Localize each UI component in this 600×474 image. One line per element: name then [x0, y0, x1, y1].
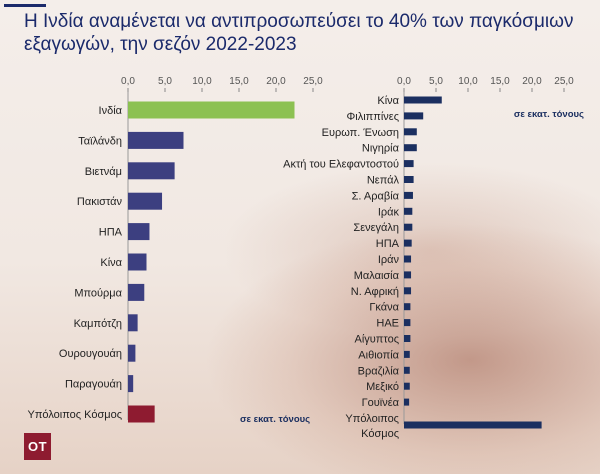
right-bar [404, 160, 414, 168]
right-x-tick-label: 20,0 [522, 76, 542, 87]
right-x-tick-label: 5,0 [429, 76, 443, 87]
right-category-label: Ιράκ [378, 206, 400, 218]
right-bar [404, 144, 417, 152]
left-bar-chart: 0,0 5,0 10,0 15,0 20,0 25,0 Ινδία Ταϊλάνδη Βιετν… [27, 76, 323, 425]
left-category-label: Ταϊλάνδη [78, 135, 122, 147]
right-x-tick-label: 15,0 [490, 76, 510, 87]
left-bar [128, 131, 184, 149]
left-category-label: Ουρουγουάη [59, 348, 122, 360]
right-x-tick-label: 10,0 [458, 76, 478, 87]
right-category-label: Νιγηρία [362, 143, 400, 155]
right-bar [404, 255, 412, 263]
right-x-tick-label: 25,0 [554, 76, 574, 87]
left-x-tick-label: 25,0 [303, 76, 323, 87]
right-x-tick-label: 0,0 [397, 76, 411, 87]
left-category-label: ΗΠΑ [99, 227, 123, 239]
right-category-label: Ευρωπ. Ένωση [322, 127, 399, 139]
right-category-label: Βραζιλία [358, 365, 400, 377]
right-unit-label: σε εκατ. τόνους [514, 109, 584, 120]
right-bar [404, 176, 414, 183]
ot-logo: OT [24, 433, 51, 460]
right-category-label: Ν. Αφρική [351, 286, 399, 298]
left-bar [128, 101, 295, 119]
left-category-label: Καμπότζη [74, 318, 122, 330]
right-category-label: Μαλαισία [354, 270, 400, 282]
right-bar [404, 287, 412, 295]
left-category-label: Πακιστάν [77, 196, 123, 208]
left-bar [128, 405, 155, 423]
left-category-label: Βιετνάμ [85, 166, 122, 178]
right-bar [404, 96, 442, 104]
right-bar [404, 382, 410, 390]
left-bar [128, 223, 150, 241]
right-bar [404, 335, 411, 342]
top-accent-rule [4, 4, 46, 7]
right-bar [404, 223, 413, 231]
left-bar [128, 283, 145, 301]
left-bar [128, 162, 175, 180]
left-x-tick-label: 10,0 [192, 76, 212, 87]
right-bar [404, 207, 413, 215]
right-category-label: Υπόλοιπος [345, 413, 399, 425]
left-category-label: Κίνα [100, 257, 122, 269]
right-bar [404, 303, 411, 311]
right-category-label: Φιλιππίνες [347, 111, 400, 123]
right-category-label: ΗΑΕ [376, 318, 399, 330]
right-category-label: Αίγυπτος [355, 334, 400, 346]
right-category-label: Νεπάλ [367, 175, 400, 187]
right-bar [404, 128, 417, 136]
right-bar [404, 366, 410, 374]
left-x-tick-label: 15,0 [229, 76, 249, 87]
right-bar [404, 319, 411, 327]
left-unit-label: σε εκατ. τόνους [240, 414, 310, 425]
left-bar [128, 375, 134, 393]
right-category-label: Μεξικό [366, 381, 399, 393]
page-title: Η Ινδία αναμένεται να αντιπροσωπεύσει το… [24, 11, 574, 55]
left-bar [128, 192, 163, 210]
right-bar [404, 112, 424, 120]
left-category-label: Μπούρμα [74, 287, 122, 299]
left-x-tick-label: 5,0 [158, 76, 172, 87]
left-bar [128, 314, 138, 332]
left-category-label: Παραγουάη [65, 379, 122, 391]
left-bar [128, 344, 136, 362]
right-category-label: Γκάνα [369, 302, 399, 314]
right-category-label: Σενεγάλη [353, 222, 399, 234]
right-category-label: ΗΠΑ [376, 238, 400, 250]
right-category-label: Σ. Αραβία [352, 190, 400, 202]
right-category-label: Γουϊνέα [362, 397, 400, 409]
left-x-tick-label: 20,0 [266, 76, 286, 87]
left-category-label: Ινδία [99, 105, 123, 117]
right-bar [404, 271, 412, 279]
right-bar [404, 350, 410, 358]
right-category-label: Κίνα [377, 95, 399, 107]
right-category-label: Αιθιοπία [358, 349, 399, 361]
right-bar [404, 191, 413, 199]
right-bar [404, 421, 542, 429]
right-bar [404, 398, 410, 406]
right-bar-chart: 0,0 5,0 10,0 15,0 20,0 25,0 Κίνα Φιλιππίνες Ευρω… [283, 76, 584, 440]
left-bar [128, 253, 147, 271]
left-category-label: Υπόλοιπος Κόσμος [27, 409, 122, 421]
right-category-label: Κόσμος [361, 428, 399, 440]
right-category-label: Ιράν [378, 254, 400, 266]
left-x-tick-label: 0,0 [121, 76, 135, 87]
right-bar [404, 239, 412, 247]
right-category-label: Ακτή του Ελεφαντοστού [283, 159, 399, 171]
